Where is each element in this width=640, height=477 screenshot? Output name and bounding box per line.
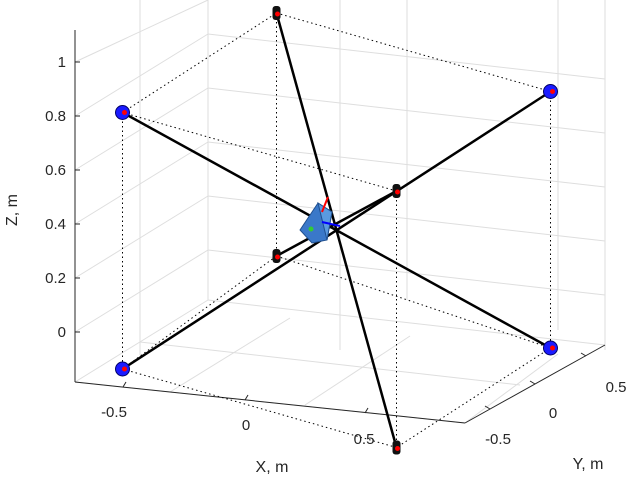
anchor-point: [542, 84, 558, 99]
anchor-point: [272, 248, 281, 263]
anchor-point: [542, 340, 558, 356]
cable-line: [121, 90, 552, 371]
z-tick-label: 0.6: [45, 162, 66, 179]
cable-endpoint: [549, 345, 555, 351]
frame-edge: [122, 12, 277, 113]
z-tick-labels: 0 0.2 0.4 0.6 0.8 1: [45, 54, 66, 341]
effector-z-axis: [321, 196, 329, 213]
effector-x-axis: [321, 221, 341, 227]
y-tick-label: 0: [549, 405, 557, 422]
z-tick-label: 0.4: [45, 216, 66, 233]
cable-group: [121, 12, 552, 448]
anchor-group: [115, 5, 558, 455]
frame-edge: [122, 255, 277, 370]
frame-edge: [396, 347, 551, 448]
cable-endpoint: [275, 11, 280, 17]
cable-endpoint: [122, 366, 128, 372]
frame-edge: [276, 255, 551, 349]
z-tick-label: 0: [58, 324, 66, 341]
anchor-point: [272, 5, 281, 20]
y-tick-label: -0.5: [485, 431, 511, 448]
x-axis-label: X, m: [256, 459, 289, 476]
anchor-point: [115, 105, 131, 120]
y-axis-label: Y, m: [573, 456, 604, 473]
anchor-point: [392, 440, 401, 455]
z-tick-label: 0.8: [45, 108, 66, 125]
z-axis-label: Z, m: [4, 194, 21, 226]
anchor-point: [115, 361, 131, 377]
grid: [74, 0, 606, 424]
cable-endpoint: [549, 89, 555, 94]
cable-endpoint: [395, 446, 400, 452]
cable-endpoint: [122, 110, 128, 115]
frame-edge: [122, 112, 397, 192]
end-effector: [299, 196, 341, 244]
cable-line: [275, 189, 398, 258]
cable-endpoint: [275, 254, 280, 260]
x-tick-labels: -0.5 0 0.5: [101, 404, 374, 448]
x-tick-label: -0.5: [101, 404, 127, 421]
z-tick-label: 1: [58, 54, 66, 71]
y-tick-label: 0.5: [606, 379, 627, 396]
anchor-point: [392, 184, 401, 199]
frame-edge: [276, 12, 551, 92]
effector-marker: [308, 226, 314, 232]
axis-ticks: [75, 61, 587, 414]
cable-endpoint: [395, 189, 400, 195]
z-tick-label: 0.2: [45, 270, 66, 287]
y-tick-labels: -0.5 0 0.5: [485, 379, 626, 448]
bounding-frame: [122, 12, 551, 448]
x-tick-label: 0.5: [354, 431, 375, 448]
x-tick-label: 0: [242, 417, 250, 434]
